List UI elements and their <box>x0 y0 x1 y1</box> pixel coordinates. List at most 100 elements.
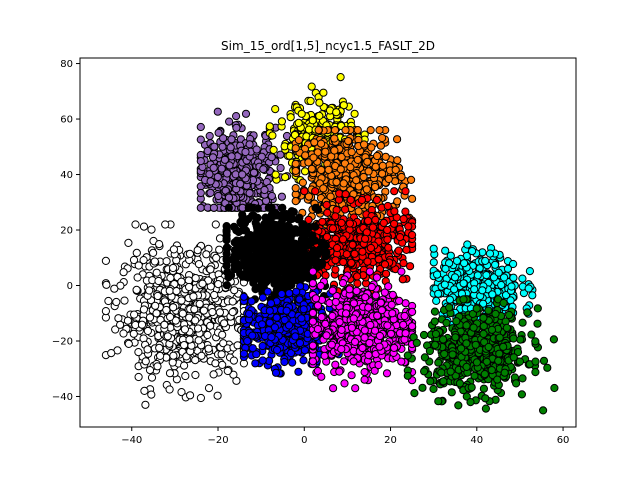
scatter-point <box>271 170 280 179</box>
scatter-point <box>331 265 340 274</box>
scatter-point <box>351 384 360 393</box>
scatter-point <box>291 159 300 168</box>
scatter-point <box>227 152 236 161</box>
scatter-point <box>480 370 489 379</box>
scatter-point <box>230 286 239 295</box>
scatter-point <box>177 277 186 286</box>
scatter-point <box>350 337 360 346</box>
scatter-point <box>330 126 340 135</box>
scatter-point <box>375 342 384 351</box>
scatter-point <box>104 296 113 306</box>
scatter-point <box>352 176 361 185</box>
scatter-point <box>384 243 393 252</box>
scatter-point <box>291 144 300 153</box>
scatter-point <box>283 238 292 247</box>
scatter-point <box>196 203 205 212</box>
scatter-point <box>429 244 438 253</box>
scatter-point <box>131 220 140 229</box>
scatter-point <box>137 320 147 329</box>
scatter-point <box>326 192 335 201</box>
scatter-point <box>145 313 155 322</box>
scatter-point <box>420 353 429 362</box>
scatter-point <box>311 187 320 196</box>
scatter-point <box>439 335 448 344</box>
scatter-point <box>376 141 385 150</box>
scatter-point <box>120 296 129 305</box>
scatter-point <box>377 306 386 315</box>
scatter-point <box>180 361 189 370</box>
scatter-point <box>371 182 380 192</box>
scatter-point <box>347 148 356 157</box>
scatter-point <box>398 275 407 284</box>
scatter-point <box>110 284 119 293</box>
scatter-point <box>153 291 162 301</box>
scatter-point <box>494 268 503 277</box>
scatter-point <box>375 331 384 341</box>
scatter-point <box>495 333 504 342</box>
scatter-point <box>393 156 402 165</box>
scatter-point <box>481 256 490 265</box>
scatter-point <box>463 240 472 249</box>
scatter-point <box>215 234 225 243</box>
scatter-point <box>247 297 256 306</box>
scatter-point <box>162 257 171 266</box>
scatter-point <box>408 307 417 316</box>
scatter-point <box>209 163 218 172</box>
scatter-point <box>169 351 178 360</box>
scatter-point <box>145 366 155 375</box>
scatter-point <box>332 178 341 187</box>
scatter-point <box>399 320 408 329</box>
scatter-point <box>268 242 277 251</box>
scatter-point <box>145 286 154 295</box>
scatter-point <box>267 333 276 342</box>
scatter-point <box>528 291 537 300</box>
scatter-point <box>196 122 205 132</box>
scatter-point <box>267 153 276 162</box>
scatter-point <box>265 306 274 315</box>
scatter-point <box>494 356 503 365</box>
scatter-point <box>327 340 336 349</box>
scatter-point <box>228 297 237 306</box>
scatter-point <box>337 218 346 227</box>
scatter-point <box>317 372 326 381</box>
scatter-point <box>141 400 150 409</box>
scatter-point <box>141 357 150 366</box>
scatter-point <box>304 256 313 265</box>
scatter-point <box>248 344 257 353</box>
scatter-point <box>222 244 231 253</box>
scatter-point <box>353 272 362 281</box>
scatter-point <box>199 306 208 315</box>
scatter-point <box>441 264 450 273</box>
scatter-point <box>350 249 359 258</box>
scatter-point <box>391 165 400 174</box>
scatter-point <box>335 318 344 327</box>
scatter-point <box>134 348 143 357</box>
scatter-point <box>276 163 285 173</box>
scatter-point <box>244 203 253 212</box>
scatter-point <box>441 246 450 255</box>
scatter-point <box>129 329 138 338</box>
scatter-point <box>419 330 429 340</box>
scatter-point <box>527 330 536 339</box>
scatter-point <box>390 219 399 228</box>
scatter-point <box>408 194 417 203</box>
scatter-point <box>430 307 439 316</box>
scatter-point <box>447 388 456 397</box>
scatter-point <box>209 203 218 212</box>
scatter-point <box>316 281 325 290</box>
scatter-point <box>153 362 162 371</box>
scatter-point <box>252 235 261 244</box>
scatter-point <box>241 109 251 118</box>
scatter-point <box>371 291 380 300</box>
scatter-point <box>349 357 358 366</box>
scatter-point <box>337 345 346 354</box>
scatter-point <box>123 316 133 325</box>
scatter-point <box>178 309 187 318</box>
scatter-point <box>322 200 331 209</box>
scatter-point <box>328 224 337 233</box>
scatter-point <box>382 269 391 278</box>
scatter-point <box>266 257 275 266</box>
scatter-point <box>271 208 280 218</box>
scatter-point <box>162 305 171 315</box>
scatter-point <box>379 218 388 227</box>
